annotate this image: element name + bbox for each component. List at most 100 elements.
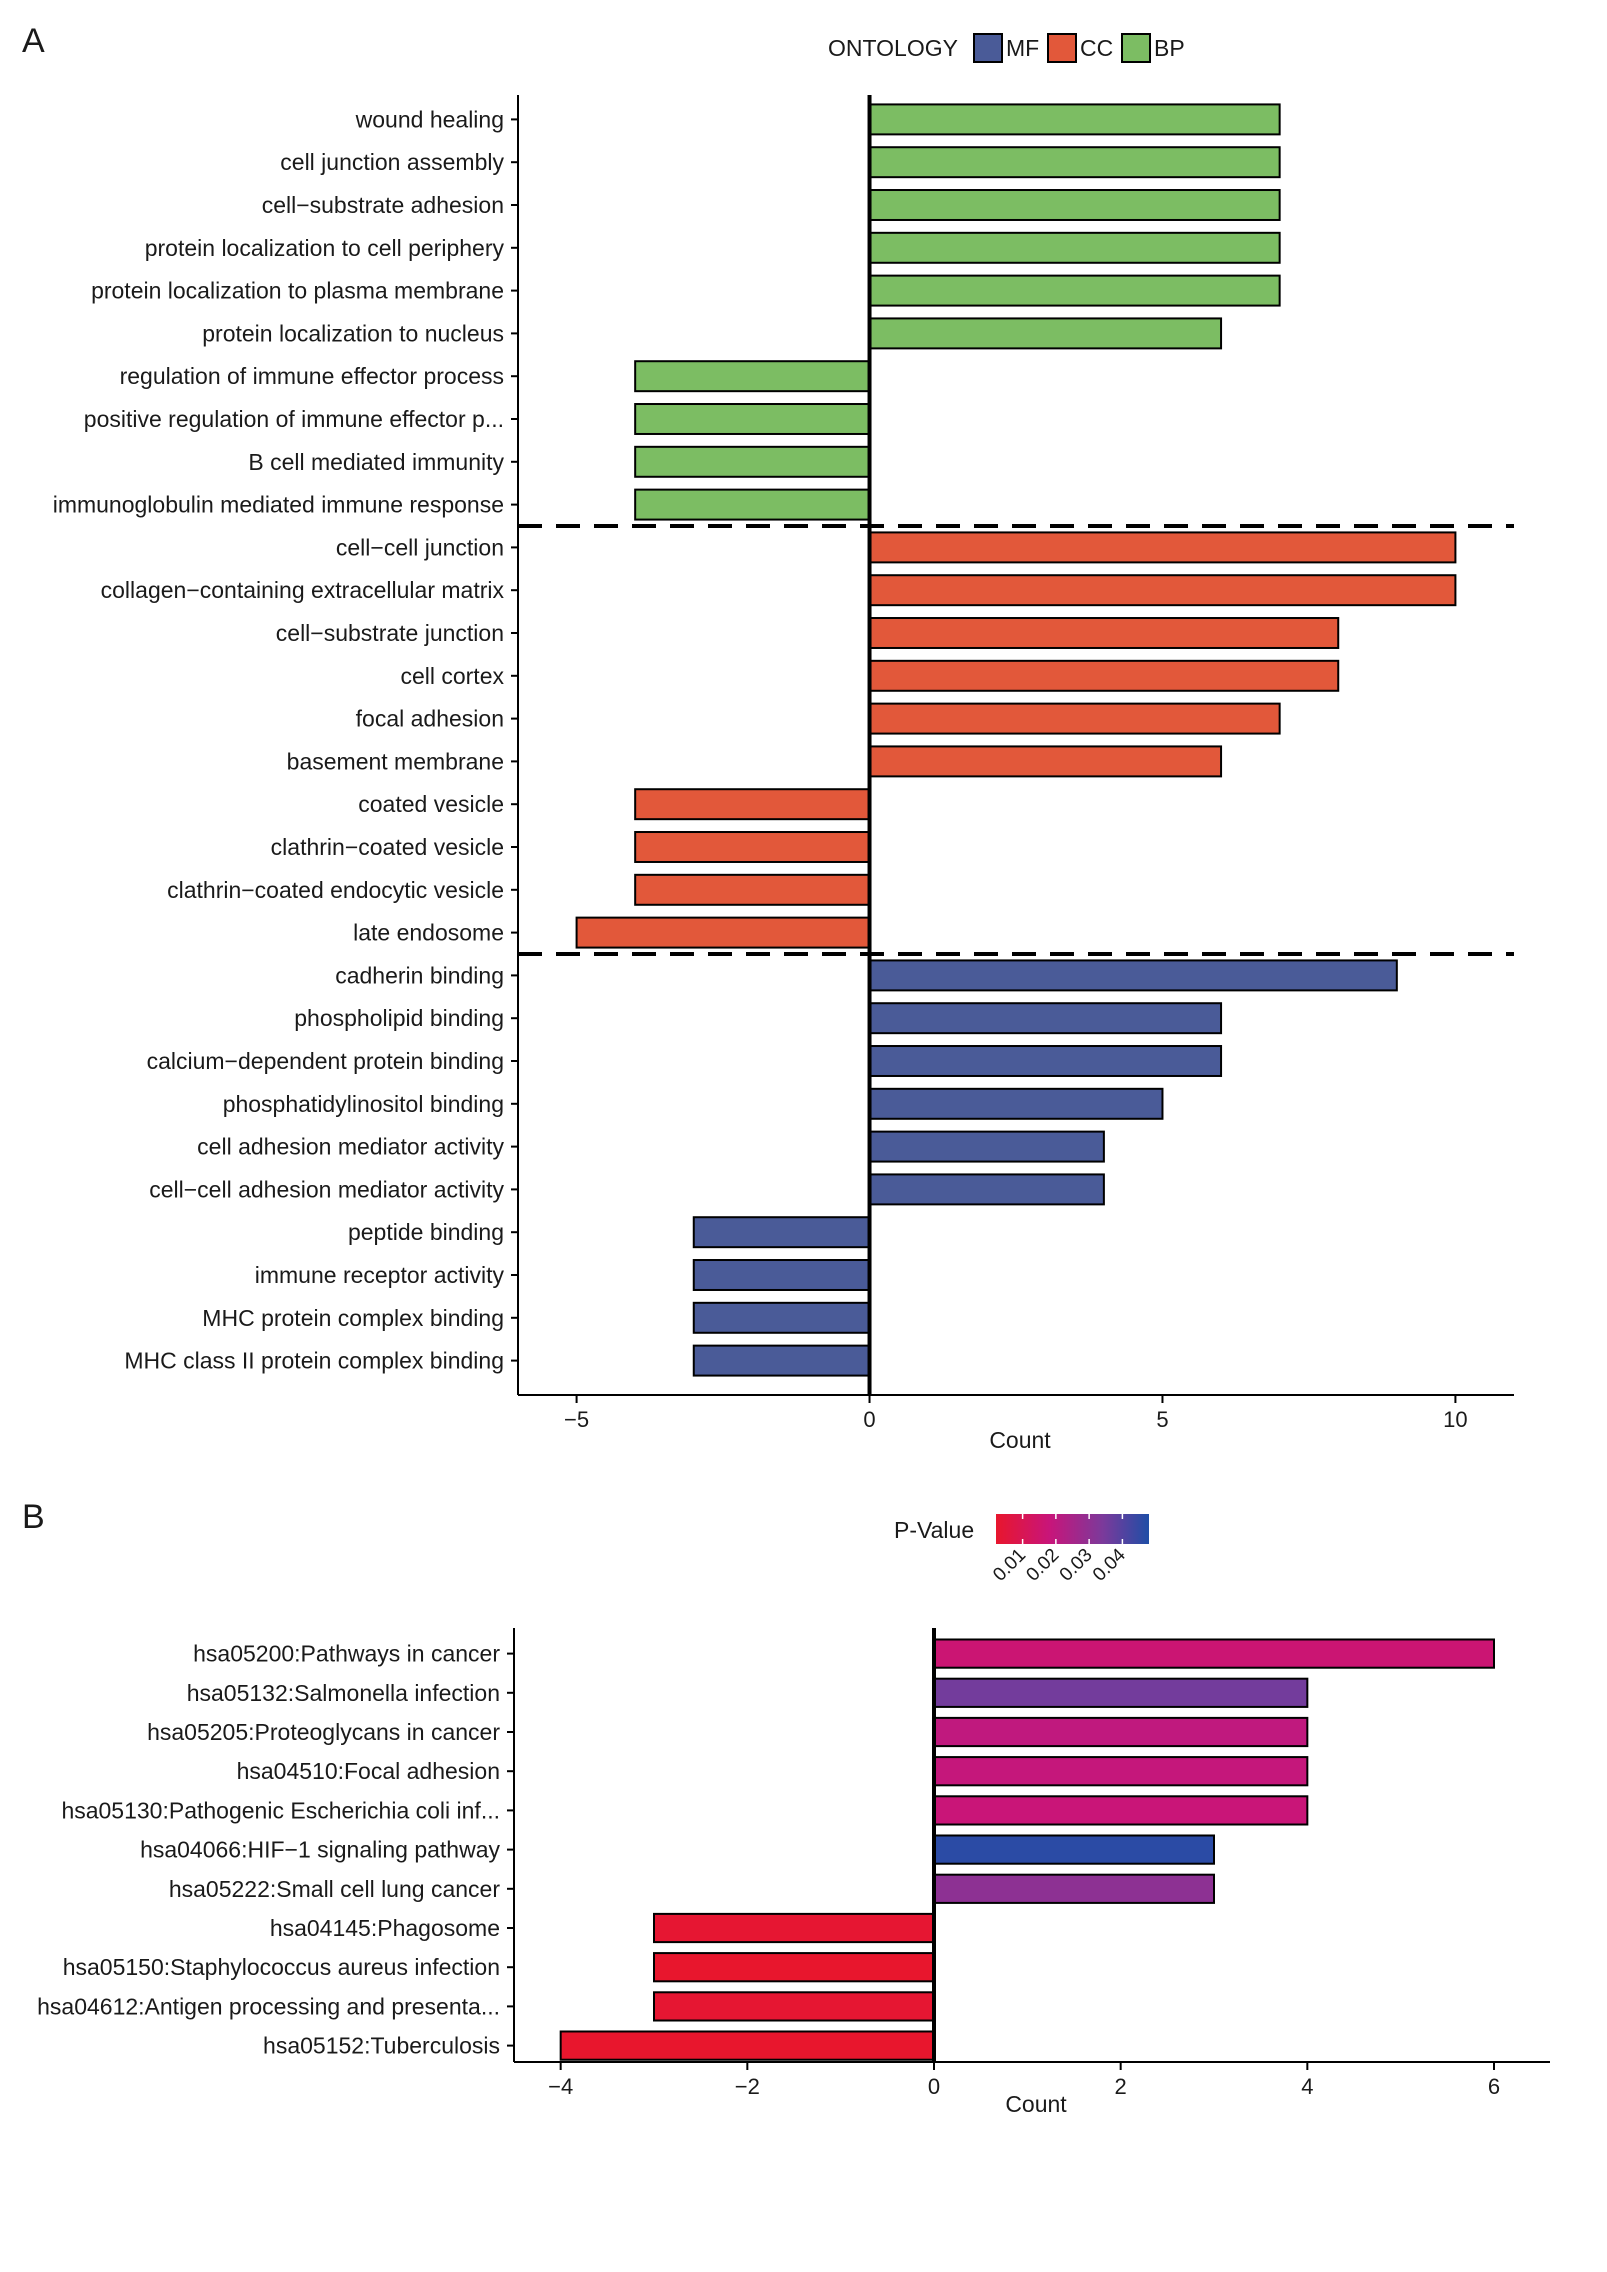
- bar-hsa04510-focal-adhesion: [933, 1756, 1309, 1787]
- bar-peptide-binding: [692, 1216, 871, 1249]
- bar-cell-cell-adhesion-mediator-activity: [868, 1173, 1105, 1206]
- colorbar-tick-label: 0.03: [1056, 1545, 1097, 1586]
- chart-a-x-ticks: −5 0 5 10: [564, 1395, 1468, 1432]
- bar-hsa05152-tuberculosis: [559, 2030, 936, 2061]
- legend-ontology: ONTOLOGY MF CC BP: [828, 33, 1185, 63]
- bar-protein-localization-to-cell-periphery: [868, 231, 1281, 264]
- chart-b: hsa05200:Pathways in cancer hsa05132:Salm…: [37, 1628, 1550, 2117]
- category-label: protein localization to cell periphery: [145, 235, 505, 261]
- bar-cell-adhesion-mediator-activity: [868, 1130, 1105, 1163]
- x-tick-label: 6: [1488, 2074, 1500, 2099]
- category-label: hsa05132:Salmonella infection: [187, 1680, 500, 1706]
- bar-clathrin-coated-endocytic-vesicle: [634, 873, 871, 906]
- bar-mhc-protein-complex-binding: [692, 1301, 871, 1334]
- bar-coated-vesicle: [634, 788, 871, 821]
- bar-immunoglobulin-mediated-immune-response: [634, 488, 871, 521]
- bar-mhc-class-ii-protein-complex-binding: [692, 1344, 871, 1377]
- x-tick-label: −2: [735, 2074, 760, 2099]
- bar-immune-receptor-activity: [692, 1259, 871, 1291]
- bar-phospholipid-binding: [868, 1002, 1223, 1035]
- bar-wound-healing: [868, 103, 1281, 136]
- chart-b-x-axis-title: Count: [1005, 2091, 1067, 2117]
- category-label: cell−substrate adhesion: [262, 192, 504, 218]
- category-label: collagen−containing extracellular matrix: [101, 577, 505, 603]
- bar-basement-membrane: [868, 745, 1223, 778]
- category-label: cell adhesion mediator activity: [197, 1134, 504, 1160]
- category-label: focal adhesion: [356, 706, 504, 732]
- category-label: regulation of immune effector process: [120, 363, 504, 389]
- category-label: cell junction assembly: [280, 149, 504, 175]
- category-label: protein localization to nucleus: [202, 320, 504, 346]
- bar-late-endosome: [575, 916, 871, 949]
- x-tick-label: 5: [1156, 1407, 1168, 1432]
- legend-swatch-cc: [1047, 33, 1077, 63]
- legend-label-mf: MF: [1006, 35, 1039, 61]
- category-label: hsa04510:Focal adhesion: [237, 1758, 500, 1784]
- category-label: hsa05130:Pathogenic Escherichia coli inf…: [61, 1797, 500, 1823]
- category-label: peptide binding: [348, 1219, 504, 1245]
- category-label: positive regulation of immune effector p…: [84, 406, 504, 432]
- bar-cadherin-binding: [868, 959, 1398, 992]
- chart-b-x-ticks: −4 −2 0 2 4 6: [548, 2062, 1500, 2099]
- category-label: hsa05150:Staphylococcus aureus infection: [63, 1954, 500, 1980]
- category-label: protein localization to plasma membrane: [91, 278, 504, 304]
- category-label: hsa04066:HIF−1 signaling pathway: [140, 1837, 500, 1863]
- bar-calcium-dependent-protein-binding: [868, 1045, 1223, 1077]
- x-tick-label: 0: [863, 1407, 875, 1432]
- bar-protein-localization-to-plasma-membrane: [868, 274, 1281, 307]
- category-label: late endosome: [353, 920, 504, 946]
- x-tick-label: 10: [1443, 1407, 1467, 1432]
- colorbar-tick-label: 0.04: [1089, 1544, 1130, 1585]
- legend-label-bp: BP: [1154, 35, 1185, 61]
- category-label: hsa05222:Small cell lung cancer: [169, 1876, 500, 1902]
- legend-swatch-bp: [1121, 33, 1151, 63]
- bar-cell-cell-junction: [868, 531, 1457, 564]
- category-label: cell−cell junction: [336, 534, 504, 560]
- chart-a-group-separators: [518, 524, 1514, 956]
- x-tick-label: 4: [1301, 2074, 1313, 2099]
- bar-protein-localization-to-nucleus: [868, 317, 1223, 350]
- chart-a: wound healing cell junction assembly cell−…: [53, 95, 1514, 1453]
- bar-cell-substrate-adhesion: [868, 189, 1281, 221]
- panel-label-a: A: [22, 22, 45, 60]
- category-label: cell−substrate junction: [276, 620, 504, 646]
- category-label: immunoglobulin mediated immune response: [53, 492, 504, 518]
- bar-b-cell-mediated-immunity: [634, 445, 871, 478]
- category-label: calcium−dependent protein binding: [147, 1048, 504, 1074]
- category-label: coated vesicle: [358, 791, 504, 817]
- category-label: immune receptor activity: [255, 1262, 505, 1288]
- colorbar-tick-label: 0.01: [989, 1545, 1030, 1586]
- category-label: hsa05200:Pathways in cancer: [193, 1641, 500, 1667]
- bar-collagen-containing-extracellular-matrix: [868, 574, 1457, 607]
- category-label: MHC protein complex binding: [202, 1305, 504, 1331]
- category-label: hsa04145:Phagosome: [270, 1915, 500, 1941]
- x-tick-label: 2: [1115, 2074, 1127, 2099]
- colorbar-tick-label: 0.02: [1022, 1545, 1063, 1586]
- legend-label-cc: CC: [1080, 35, 1113, 61]
- bar-hsa05130-pathogenic-escherichia-coli-inf: [933, 1795, 1309, 1826]
- x-tick-label: 0: [928, 2074, 940, 2099]
- x-tick-label: −4: [548, 2074, 573, 2099]
- category-label: B cell mediated immunity: [248, 449, 504, 475]
- bar-clathrin-coated-vesicle: [634, 831, 871, 863]
- category-label: clathrin−coated endocytic vesicle: [167, 877, 504, 903]
- bar-cell-substrate-junction: [868, 617, 1340, 649]
- colorbar-title: P-Value: [894, 1517, 974, 1543]
- category-label: phosphatidylinositol binding: [223, 1091, 504, 1117]
- bar-focal-adhesion: [868, 702, 1281, 735]
- category-label: cadherin binding: [335, 962, 504, 988]
- bar-hsa05132-salmonella-infection: [933, 1677, 1309, 1708]
- bar-cell-cortex: [868, 659, 1340, 692]
- bar-hsa05150-staphylococcus-aureus-infection: [653, 1952, 935, 1983]
- panel-label-b: B: [22, 1498, 45, 1536]
- chart-a-x-axis-title: Count: [989, 1427, 1051, 1453]
- category-label: clathrin−coated vesicle: [271, 834, 504, 860]
- category-label: hsa05205:Proteoglycans in cancer: [147, 1719, 500, 1745]
- bar-hsa04145-phagosome: [653, 1912, 935, 1944]
- x-tick-label: −5: [564, 1407, 589, 1432]
- bar-hsa05222-small-cell-lung-cancer: [933, 1873, 1215, 1904]
- bar-hsa05200-pathways-in-cancer: [933, 1638, 1495, 1669]
- chart-b-bars: [559, 1638, 1495, 2061]
- category-label: phospholipid binding: [294, 1005, 504, 1031]
